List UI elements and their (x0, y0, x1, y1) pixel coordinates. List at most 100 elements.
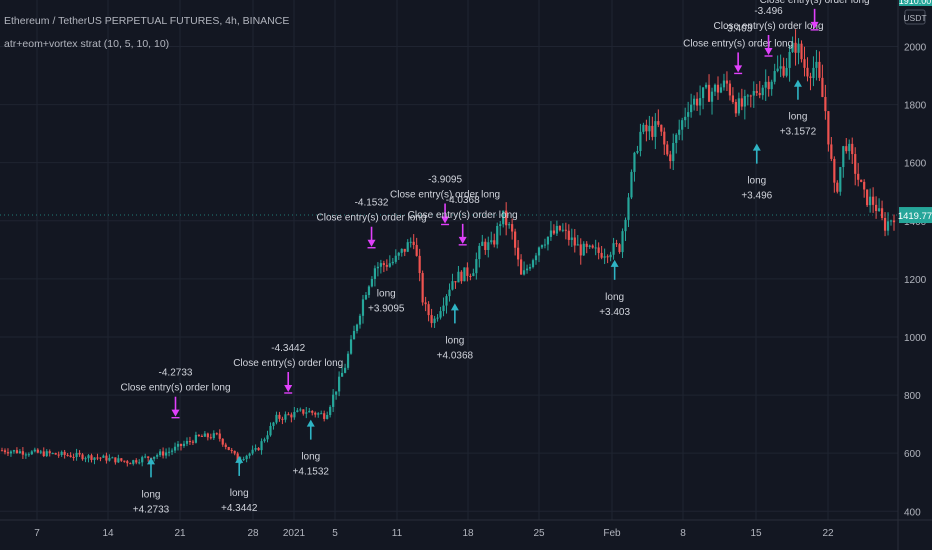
candle-body (866, 189, 869, 206)
candle-body (609, 254, 612, 258)
candle-body (457, 271, 460, 283)
candle-body (275, 414, 278, 423)
exit-label: Close entry(s) order long (233, 358, 343, 369)
candle-body (287, 414, 290, 416)
candle-body (639, 131, 642, 151)
long-entry-label: long (445, 335, 464, 346)
candle-body (361, 299, 365, 316)
candle-body (144, 456, 147, 458)
candle-body (812, 67, 815, 79)
candle-body (815, 61, 818, 68)
long-entry-label: long (142, 489, 161, 500)
candle-body (21, 451, 24, 455)
candle-body (424, 302, 427, 305)
exit-arrow-icon (764, 48, 773, 56)
candle-body (179, 443, 183, 447)
candle-body (72, 456, 75, 458)
candle-body (678, 129, 681, 135)
candle-body (612, 243, 615, 255)
candle-body (200, 435, 203, 437)
candle-body (573, 237, 576, 246)
candle-body (48, 451, 51, 454)
candle-body (93, 457, 96, 460)
candle-body (851, 143, 854, 155)
indicator-legend[interactable]: atr+eom+vortex strat (10, 5, 10, 10) (4, 38, 170, 50)
candle-body (481, 241, 484, 246)
candle-body (185, 441, 189, 444)
candle-body (197, 434, 200, 436)
candle-body (75, 452, 78, 458)
long-entry-label: long (230, 488, 249, 499)
candle-body (132, 460, 135, 464)
candle-body (272, 422, 275, 426)
candle-body (54, 453, 57, 455)
chart-title: Ethereum / TetherUS PERPETUAL FUTURES, 4… (4, 15, 290, 27)
candle-body (821, 77, 824, 97)
candle-body (603, 256, 606, 258)
candle-body (245, 455, 248, 460)
candle-body (627, 197, 630, 220)
candle-body (427, 304, 430, 316)
candle-body (716, 84, 720, 93)
y-tick-label: 1800 (904, 101, 927, 112)
candle-body (323, 413, 326, 419)
candle-body (436, 317, 439, 319)
candle-body (164, 452, 168, 456)
candle-body (335, 391, 338, 395)
candle-body (367, 286, 371, 295)
candle-body (487, 242, 490, 251)
candle-body (534, 255, 538, 261)
candle-body (281, 418, 284, 420)
candle-body (570, 237, 573, 240)
long-entry-label: long (301, 452, 320, 463)
candle-body (555, 225, 558, 234)
candle-body (704, 84, 708, 88)
long-entry-label: long (605, 292, 624, 303)
x-tick-label: 22 (822, 528, 834, 539)
candle-body (854, 154, 857, 174)
candle-body (722, 80, 726, 88)
candle-body (663, 131, 666, 145)
candle-body (382, 263, 385, 265)
candle-body (173, 446, 177, 451)
long-entry-label: long (788, 112, 807, 123)
candle-body (567, 230, 570, 240)
x-tick-label: 14 (102, 528, 114, 539)
candle-body (445, 296, 448, 306)
candle-body (314, 412, 317, 415)
candle-body (770, 81, 773, 90)
candle-body (558, 225, 561, 231)
candle-body (388, 263, 391, 267)
candle-body (42, 451, 45, 457)
candle-body (892, 220, 896, 223)
candle-body (725, 80, 729, 84)
candle-body (391, 261, 394, 264)
candle-body (147, 456, 150, 458)
candle-body (701, 87, 705, 99)
candle-body (666, 144, 669, 155)
candle-body (230, 449, 233, 451)
exit-value: -3.496 (754, 6, 783, 17)
candle-body (669, 154, 672, 162)
y-tick-label: 1600 (904, 159, 927, 170)
exit-value: -4.0368 (446, 195, 480, 206)
candle-body (698, 98, 702, 106)
exit-arrow-icon (458, 236, 467, 244)
candle-body (597, 247, 600, 253)
candle-body (66, 454, 69, 456)
exit-arrow-icon (171, 409, 180, 417)
candle-body (872, 196, 875, 205)
candle-body (167, 451, 171, 453)
candle-body (621, 231, 624, 253)
candle-body (857, 173, 860, 180)
candle-body (212, 433, 215, 439)
exit-label: Close entry(s) order long (714, 21, 824, 32)
candle-body (406, 242, 409, 252)
candle-body (731, 95, 735, 103)
candle-body (824, 96, 827, 112)
candle-body (693, 98, 696, 105)
currency-label: USDT (903, 13, 926, 23)
candle-body (338, 376, 341, 392)
candle-body (645, 124, 648, 132)
